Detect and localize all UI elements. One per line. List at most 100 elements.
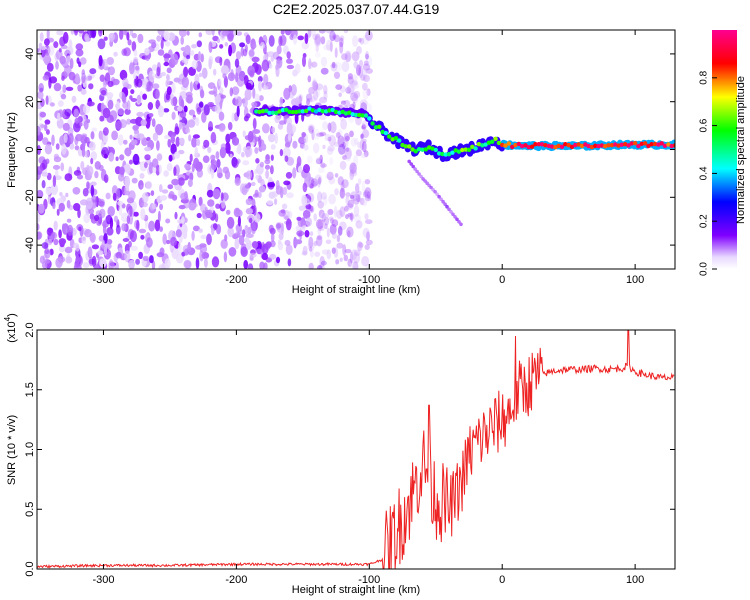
spectrogram-noise-cell — [144, 154, 151, 161]
spectrogram-noise-cell — [101, 239, 106, 250]
spectrogram-noise-cell — [129, 230, 137, 243]
spectrogram-noise-cell — [58, 229, 62, 239]
spectrogram-noise-cell — [333, 141, 342, 147]
spectrogram-noise-cell — [145, 117, 151, 129]
spectrogram-noise-cell — [53, 82, 62, 92]
spectrogram-noise-cell — [301, 132, 307, 138]
spectrogram-noise-cell — [311, 129, 315, 141]
spectrogram-noise-cell — [353, 90, 361, 99]
spectrogram-noise-cell — [335, 259, 340, 265]
spectrogram-noise-cell — [351, 192, 359, 200]
spectrogram-noise-cell — [237, 216, 241, 227]
spectrogram-noise-cell — [247, 130, 254, 143]
signal-branch — [451, 212, 455, 217]
spectrogram-noise-cell — [73, 263, 82, 269]
spectrogram-noise-cell — [220, 192, 224, 202]
spectrogram-noise-cell — [329, 30, 336, 42]
spectrogram-noise-cell — [198, 72, 203, 78]
spectrogram-noise-cell — [287, 258, 292, 267]
signal-core — [510, 144, 515, 150]
spectrogram-noise-cell — [243, 259, 249, 269]
spectrogram-noise-cell — [180, 36, 184, 45]
spectrogram-noise-cell — [174, 211, 178, 220]
spectrogram-noise-cell — [136, 78, 143, 88]
spectrogram-noise-cell — [339, 85, 346, 93]
spectrogram-noise-cell — [339, 221, 347, 231]
spectrogram-noise-cell — [37, 223, 40, 231]
spectrogram-noise-cell — [227, 33, 234, 42]
spectrogram-noise-cell — [361, 124, 367, 130]
spectrogram-noise-cell — [269, 63, 273, 69]
spectrogram-noise-cell — [218, 124, 226, 133]
colorbar-ticks: 0.0 0.2 0.4 0.6 0.8 — [699, 70, 717, 276]
spectrogram-noise-cell — [196, 212, 202, 219]
spectrogram-noise-cell — [244, 237, 250, 244]
spectrogram-noise-cell — [138, 251, 144, 260]
spectrogram-noise-cell — [282, 186, 288, 196]
spectrogram-noise-cell — [105, 214, 113, 225]
spectrogram-noise-cell — [146, 81, 153, 92]
spectrogram-noise-cell — [340, 118, 347, 130]
spectrogram-noise-cell — [331, 247, 336, 254]
spectrogram-noise-cell — [127, 39, 132, 46]
spectrogram-noise-cell — [122, 238, 130, 242]
spectrogram-noise-cell — [46, 62, 54, 72]
spectrogram-noise-cell — [309, 30, 316, 36]
spectrogram-noise-cell — [320, 36, 326, 45]
spectrogram-noise-cell — [191, 230, 195, 241]
spectrogram-noise-cell — [41, 180, 46, 189]
y-tick-label: 0.5 — [24, 502, 36, 517]
spectrogram-noise-cell — [327, 208, 334, 216]
spectrogram-noise-cell — [52, 202, 56, 210]
signal-core — [576, 142, 581, 147]
spectrogram-noise-cell — [355, 183, 360, 194]
spectrogram-noise-cell — [111, 185, 118, 196]
spectrogram-noise-cell — [191, 60, 198, 70]
spectrogram-noise-cell — [223, 251, 228, 263]
signal-core — [254, 109, 259, 114]
spectrogram-noise-cell — [103, 127, 109, 136]
spectrogram-noise-cell — [258, 185, 266, 193]
spectrogram-noise-cell — [340, 181, 345, 193]
signal-branch — [415, 169, 419, 174]
spectrogram-noise-cell — [352, 261, 359, 269]
signal-core — [513, 142, 518, 148]
spectrogram-noise-cell — [205, 30, 214, 36]
spectrogram-noise-cell — [264, 158, 271, 165]
spectrogram-noise-cell — [365, 50, 369, 60]
spectrogram-noise-cell — [319, 154, 324, 164]
spectrogram-noise-cell — [148, 220, 156, 232]
spectrogram-noise-cell — [84, 150, 90, 158]
spectrogram-noise-cell — [215, 203, 221, 209]
signal-core — [393, 136, 399, 141]
spectrogram-noise-cell — [106, 227, 114, 236]
spectrogram-noise-cell — [152, 83, 160, 90]
spectrogram-noise-cell — [234, 238, 240, 250]
spectrogram-noise-cell — [67, 224, 74, 236]
spectrogram-noise-cell — [242, 229, 246, 238]
spectrogram-noise-cell — [343, 254, 348, 262]
spectrogram-noise-cell — [328, 135, 336, 146]
spectrogram-noise-cell — [341, 53, 348, 61]
spectrogram-noise-cell — [298, 205, 306, 211]
spectrogram-noise-cell — [347, 199, 354, 208]
spectrogram-noise-cell — [347, 258, 353, 267]
signal-core — [649, 142, 654, 147]
spectrogram-noise-cell — [87, 165, 94, 176]
spectrogram-noise-cell — [173, 151, 181, 159]
spectrogram-noise-cell — [124, 250, 131, 263]
spectrogram-noise-cell — [140, 234, 145, 240]
spectrogram-noise-cell — [175, 229, 182, 238]
spectrogram-noise-cell — [198, 101, 204, 108]
spectrogram-noise-cell — [323, 196, 328, 206]
spectrogram-noise-cell — [141, 192, 149, 203]
spectrogram-noise-cell — [158, 264, 164, 269]
spectrogram-noise-cell — [318, 176, 322, 185]
spectrogram-x-axis-label: Height of straight line (km) — [292, 284, 420, 296]
spectrogram-noise-cell — [94, 161, 102, 170]
spectrogram-noise-cell — [359, 99, 368, 108]
spectrogram-noise-cell — [334, 188, 339, 196]
signal-core — [443, 152, 448, 157]
signal-core — [423, 147, 428, 152]
spectrogram-noise-cell — [179, 121, 183, 130]
